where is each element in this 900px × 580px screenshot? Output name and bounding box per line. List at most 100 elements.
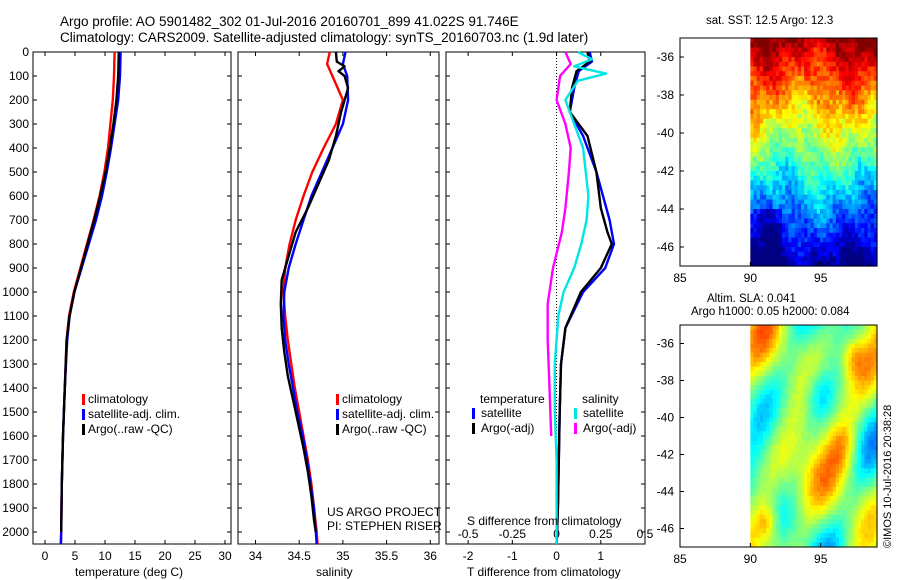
sst_map-cell [832, 61, 837, 68]
sst_map-cell [858, 166, 862, 172]
sla_map-cell [794, 426, 799, 432]
sla_map-cell [753, 528, 758, 534]
sla_map-cell [873, 375, 878, 382]
sst_map-cell [858, 85, 862, 91]
sst_map-cell [753, 190, 758, 196]
sla_map-cell [848, 445, 853, 451]
sla_map-cell [823, 422, 827, 428]
sst_map-cell [845, 204, 850, 210]
sla_map-cell [826, 542, 831, 548]
sst_map-cell [791, 114, 796, 120]
sla_map-cell [861, 500, 865, 506]
sst_map-cell [750, 199, 755, 205]
sst_map-cell [788, 133, 793, 139]
sla_map-cell [788, 325, 793, 331]
sst_map-cell [807, 85, 812, 91]
sla_map-cell [861, 348, 865, 354]
sla_map-cell [832, 399, 837, 405]
temperature-axes-frame [32, 51, 232, 545]
sla_map-cell [750, 436, 755, 442]
sst_map-cell [839, 180, 843, 186]
sla_map-cell [759, 422, 764, 428]
sst_map-cell [753, 147, 758, 153]
sst_map-cell [854, 90, 859, 96]
sla_map-cell [801, 510, 805, 516]
sst_map-cell [861, 180, 865, 186]
sst_map-cell [820, 61, 824, 68]
sst_map-cell [842, 228, 846, 234]
sst_map-cell [782, 38, 786, 44]
sla_map-cell [782, 431, 786, 437]
sla_map-cell [873, 505, 878, 511]
sla_map-cell [820, 329, 824, 335]
sla_map-cell [801, 468, 805, 474]
sla_map-cell [816, 449, 821, 456]
sst_map-cell [788, 66, 793, 72]
sla_map-cell [842, 459, 846, 465]
sla_map-cell [839, 399, 843, 405]
sst_map-cell [842, 66, 846, 72]
sla_map-cell [797, 510, 802, 516]
sst_map-cell [797, 80, 802, 87]
sst_map-cell [861, 256, 865, 262]
sla_map-cell [861, 357, 865, 363]
sla_map-cell [873, 510, 878, 516]
sst_map-cell [775, 137, 780, 144]
sst_map-cell [854, 218, 859, 224]
sla_map-cell [867, 537, 872, 543]
sst_map-cell [858, 142, 862, 148]
sst_map-cell [842, 57, 846, 63]
sla_map-cell [794, 542, 799, 548]
sla_map-cell [873, 362, 878, 368]
sla_map-cell [759, 325, 764, 331]
sla_map-xtick-label: 95 [814, 552, 828, 566]
sla_map-cell [794, 380, 799, 386]
sla_map-cell [829, 542, 834, 548]
sst_map-cell [867, 42, 872, 49]
sla_map-cell [870, 389, 875, 395]
sla_map-cell [807, 454, 812, 460]
sla_map-cell [851, 362, 856, 368]
sst_map-cell [778, 247, 783, 253]
sla_map-cell [772, 528, 777, 534]
sst_map-cell [842, 42, 846, 49]
sst_map-cell [756, 242, 761, 248]
sst_map-cell [861, 118, 865, 125]
sst_map-cell [832, 251, 837, 258]
sla_map-cell [750, 362, 755, 368]
sla_map-cell [839, 468, 843, 474]
sst_map-cell [826, 204, 831, 210]
sla_map-cell [775, 325, 780, 331]
sst_map-cell [873, 175, 878, 182]
sla_map-cell [759, 389, 764, 395]
sst_map-cell [867, 199, 872, 205]
sla_map-cell [813, 482, 818, 488]
sst_map-cell [753, 156, 758, 163]
sla_map-cell [791, 431, 796, 437]
sst_map-cell [848, 237, 853, 243]
sst_map-cell [778, 42, 783, 49]
sla_map-cell [842, 352, 846, 358]
diff-legend-header-salinity: salinity [582, 392, 619, 406]
sst_map-cell [794, 42, 799, 49]
sla_map-cell [785, 329, 789, 335]
sla_map-cell [864, 533, 869, 539]
sst_map-cell [775, 90, 780, 96]
sla_map-cell [816, 338, 821, 345]
sla_map-cell [845, 477, 850, 483]
sla_map-cell [829, 357, 834, 363]
sla_map-cell [873, 352, 878, 358]
sla_map-cell [807, 445, 812, 451]
sla_map-cell [864, 348, 869, 354]
sla_map-cell [854, 519, 859, 525]
sst_map-cell [778, 90, 783, 96]
sla_map-cell [756, 542, 761, 548]
sla_map-cell [775, 389, 780, 395]
sla_map-cell [750, 519, 755, 525]
sla_map-cell [867, 408, 872, 414]
sst_map-cell [759, 213, 764, 220]
sst_map-cell [769, 118, 774, 125]
sla_map-cell [867, 380, 872, 386]
sst_map-cell [750, 185, 755, 191]
sla_map-cell [797, 352, 802, 358]
